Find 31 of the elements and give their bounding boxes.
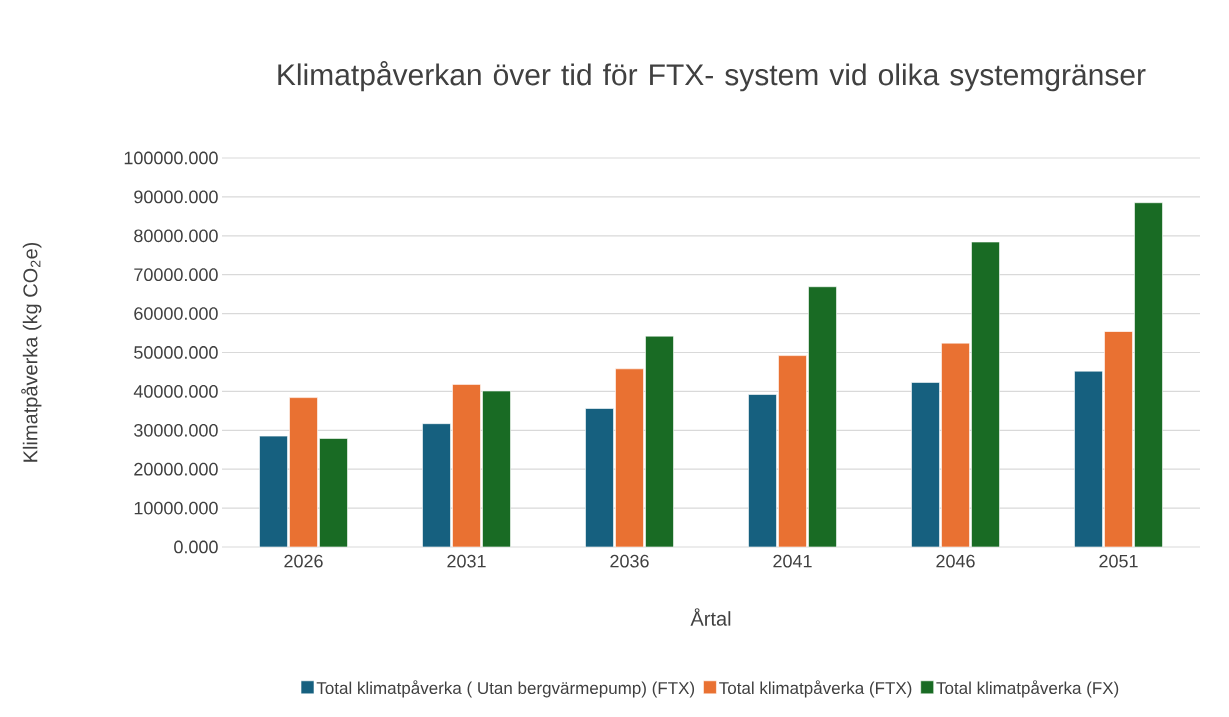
y-tick-label: 20000.000 bbox=[134, 462, 218, 476]
x-tick-label: 2026 bbox=[284, 554, 323, 568]
y-tick-label: 70000.000 bbox=[134, 268, 218, 282]
legend-label: Total klimatpåverka ( Utan bergvärmepump) (FTX) bbox=[316, 680, 695, 698]
x-tick-label: 2041 bbox=[773, 554, 812, 568]
x-tick-label: 2036 bbox=[610, 554, 649, 568]
bar bbox=[941, 342, 970, 547]
bar bbox=[289, 397, 318, 547]
y-axis-title: Klimatpåverka (kg CO$_{2}$e) bbox=[21, 242, 42, 462]
chart-title: Klimatpåverkan över tid för FTX- system vid olika systemgränser bbox=[278, 60, 1146, 92]
y-tick-label: 0.000 bbox=[174, 540, 218, 554]
y-tick-label: 100000.000 bbox=[124, 151, 218, 165]
bar bbox=[615, 368, 644, 547]
y-tick-label: 90000.000 bbox=[134, 190, 218, 204]
legend-label: Total klimatpåverka (FX) bbox=[936, 680, 1119, 698]
y-tick-label: 80000.000 bbox=[134, 229, 218, 243]
y-tick-label: 50000.000 bbox=[134, 346, 218, 359]
x-tick-label: 2046 bbox=[936, 554, 975, 568]
y-tick-label: 10000.000 bbox=[134, 501, 218, 515]
y-tick-label: 40000.000 bbox=[133, 385, 218, 398]
bar bbox=[778, 355, 807, 547]
bar bbox=[452, 384, 481, 547]
bar bbox=[319, 438, 348, 547]
y-tick-label: 30000.000 bbox=[134, 423, 218, 437]
bar bbox=[259, 435, 288, 547]
x-tick-label: 2051 bbox=[1099, 554, 1138, 568]
bar bbox=[1104, 331, 1133, 547]
x-axis-title: Årtal bbox=[690, 608, 731, 626]
legend-label: Total klimatpåverka (FTX) bbox=[719, 680, 912, 698]
x-tick-label: 2031 bbox=[447, 554, 486, 568]
y-tick-label: 60000.000 bbox=[134, 307, 218, 320]
